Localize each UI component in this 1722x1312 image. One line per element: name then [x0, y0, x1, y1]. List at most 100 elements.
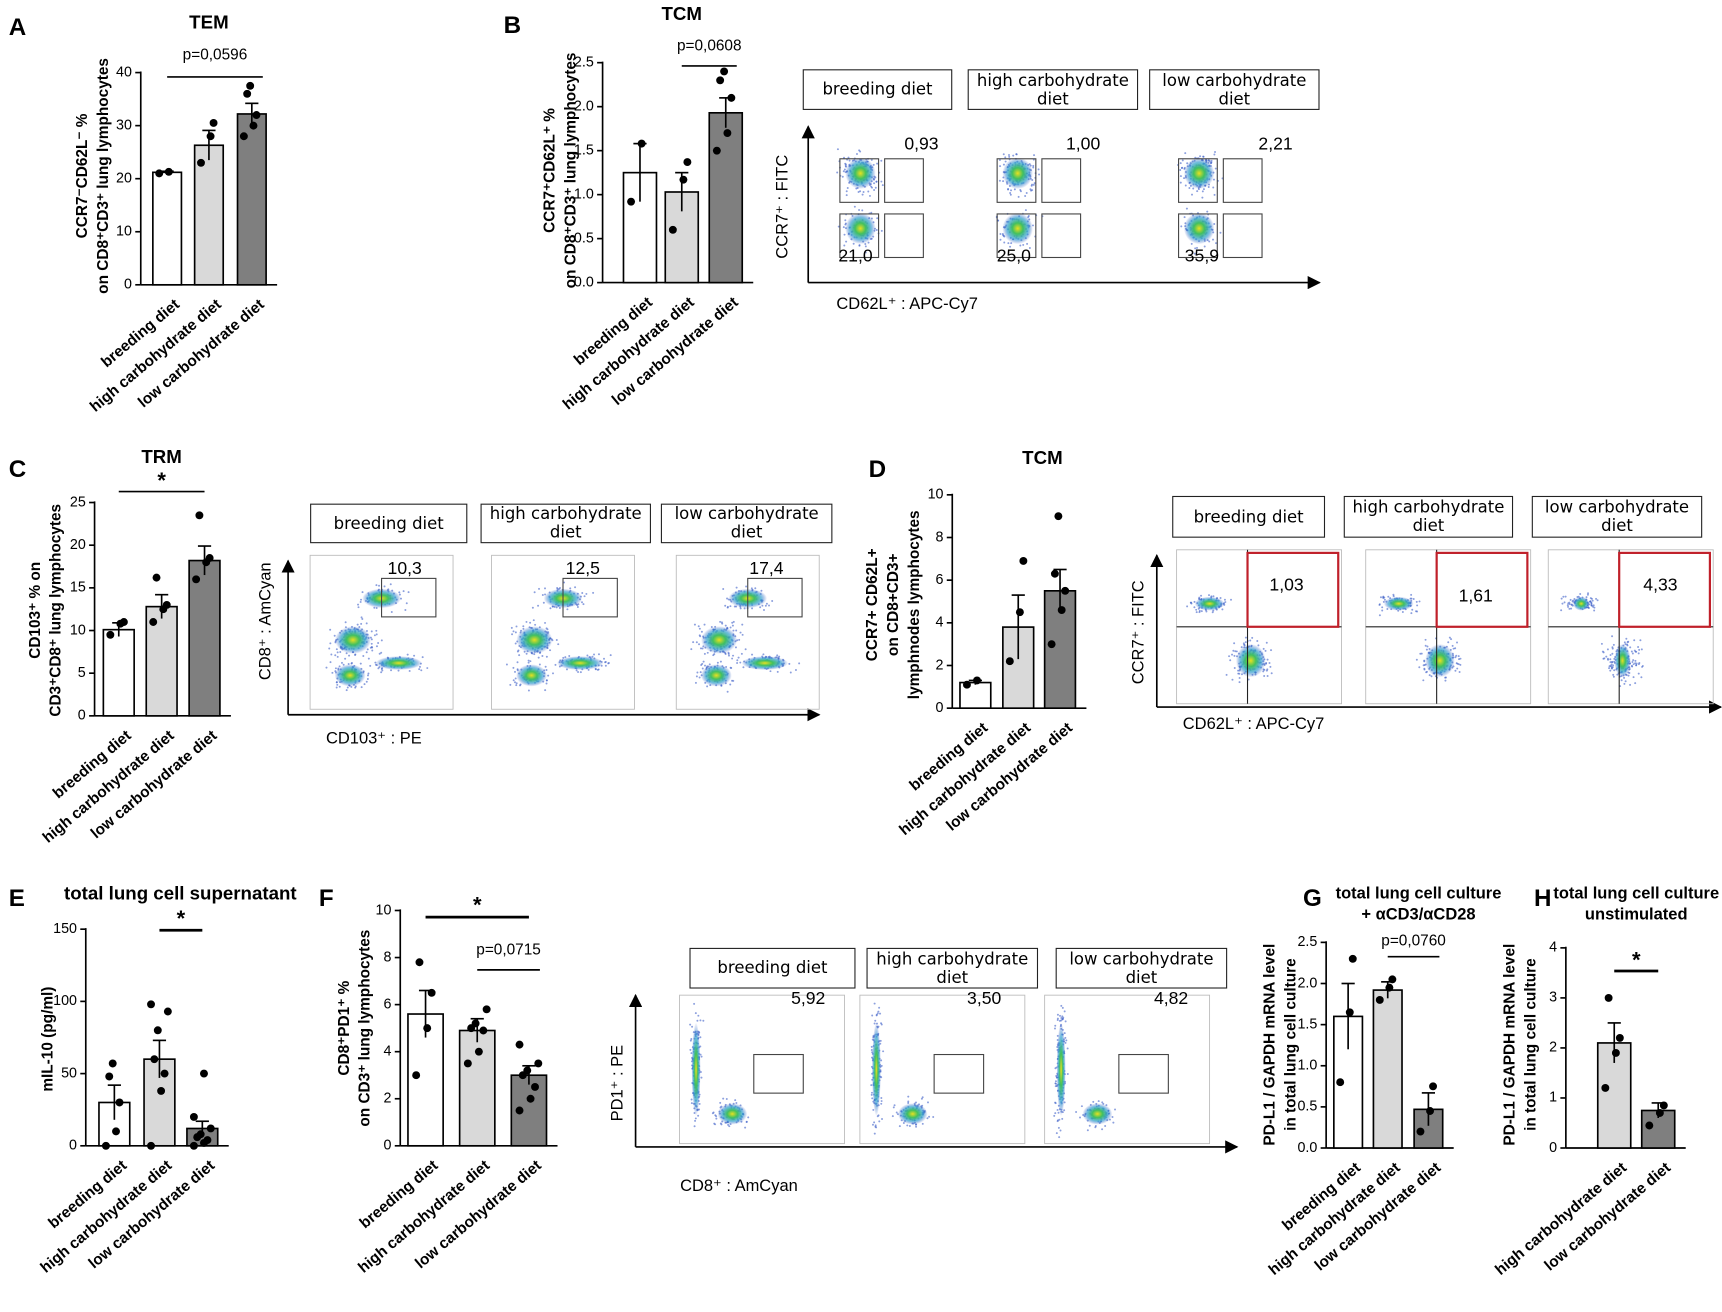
data-point: [239, 132, 248, 141]
event-dot: [870, 211, 873, 214]
event-dot: [1054, 1027, 1056, 1030]
flow-plot: [995, 153, 1082, 259]
event-dot: [516, 668, 519, 671]
event-dot: [334, 667, 337, 670]
event-dot: [873, 1022, 876, 1025]
event-dot: [1181, 159, 1184, 162]
event-dot: [1210, 159, 1213, 162]
event-dot: [726, 597, 729, 600]
density-core: [1183, 212, 1215, 245]
event-dot: [1459, 663, 1462, 666]
y-tick-label: 150: [53, 921, 77, 937]
event-dot: [1590, 603, 1593, 606]
data-point: [637, 139, 646, 148]
gate: [1618, 551, 1712, 628]
event-dot: [1190, 601, 1193, 604]
event-dot: [873, 1132, 876, 1135]
event-dot: [694, 1117, 697, 1120]
event-dot: [704, 664, 707, 667]
event-dot: [1634, 659, 1637, 662]
density-core: [557, 656, 604, 670]
y-axis-label: PD-L1 / GAPDH mRNA level: [1501, 944, 1518, 1146]
event-dot: [1112, 1121, 1115, 1124]
event-dot: [1378, 603, 1381, 606]
event-dot: [1002, 153, 1005, 156]
y-tick-label: 2: [1549, 1040, 1557, 1056]
event-dot: [1230, 598, 1233, 601]
event-dot: [694, 681, 697, 684]
event-dot: [1086, 1129, 1089, 1132]
density-core: [1183, 157, 1215, 189]
event-dot: [1626, 641, 1629, 644]
event-dot: [999, 238, 1002, 241]
event-dot: [361, 617, 364, 620]
event-dot: [875, 1126, 878, 1129]
y-tick-label: 1.0: [1297, 1058, 1317, 1074]
event-dot: [1027, 214, 1030, 217]
event-dot: [1055, 1132, 1058, 1135]
event-dot: [1587, 592, 1590, 595]
event-dot: [1423, 667, 1426, 670]
event-dot: [842, 226, 845, 229]
event-dot: [514, 677, 517, 680]
gate: [1178, 158, 1218, 203]
density-core: [334, 626, 371, 654]
event-dot: [788, 662, 791, 665]
y-tick-label: 4: [936, 615, 944, 631]
event-dot: [836, 148, 839, 151]
gate: [1246, 551, 1340, 628]
event-dot: [999, 165, 1002, 168]
event-dot: [516, 661, 519, 664]
data-point: [160, 1069, 169, 1078]
event-dot: [1451, 644, 1454, 647]
event-dot: [515, 625, 518, 628]
event-dot: [871, 186, 873, 189]
plot-frame: [491, 554, 635, 710]
event-dot: [747, 1116, 750, 1119]
density-core: [700, 664, 732, 687]
event-dot: [1608, 667, 1611, 670]
event-dot: [1606, 657, 1609, 660]
event-dot: [336, 683, 339, 686]
gate-percentage: 5,92: [791, 988, 825, 1008]
event-dot: [847, 156, 850, 159]
event-dot: [1564, 595, 1567, 598]
data-point: [423, 1024, 432, 1033]
flow-x-label: CD62L⁺ : APC-Cy7: [1183, 715, 1325, 733]
event-dot: [871, 1097, 874, 1100]
event-dot: [1457, 655, 1460, 658]
event-dot: [1010, 189, 1013, 192]
event-dot: [729, 626, 732, 629]
bar: [143, 1058, 176, 1147]
event-dot: [864, 245, 867, 248]
event-dot: [776, 654, 779, 657]
event-dot: [932, 1115, 935, 1118]
event-dot: [1007, 188, 1010, 191]
significance-label: *: [157, 468, 166, 493]
event-dot: [1026, 242, 1029, 245]
event-dot: [330, 653, 333, 656]
event-dot: [375, 633, 378, 636]
event-dot: [586, 654, 589, 657]
event-dot: [1411, 608, 1414, 611]
event-dot: [609, 654, 612, 657]
event-dot: [858, 244, 861, 247]
event-dot: [338, 685, 341, 688]
data-point: [157, 1086, 166, 1095]
event-dot: [1263, 668, 1266, 671]
event-dot: [742, 666, 745, 669]
event-dot: [363, 683, 366, 686]
y-axis-label: on CD3⁺ lung lymphocytes: [357, 930, 374, 1127]
event-dot: [859, 190, 862, 193]
event-dot: [895, 1111, 898, 1114]
event-dot: [1568, 603, 1571, 606]
event-dot: [1422, 664, 1425, 667]
event-dot: [695, 641, 698, 644]
event-dot: [738, 638, 741, 641]
data-point: [189, 1141, 198, 1150]
event-dot: [1065, 1039, 1068, 1042]
density-core: [1002, 212, 1033, 245]
event-dot: [1196, 190, 1199, 193]
data-point: [108, 1059, 117, 1068]
event-dot: [369, 664, 372, 667]
